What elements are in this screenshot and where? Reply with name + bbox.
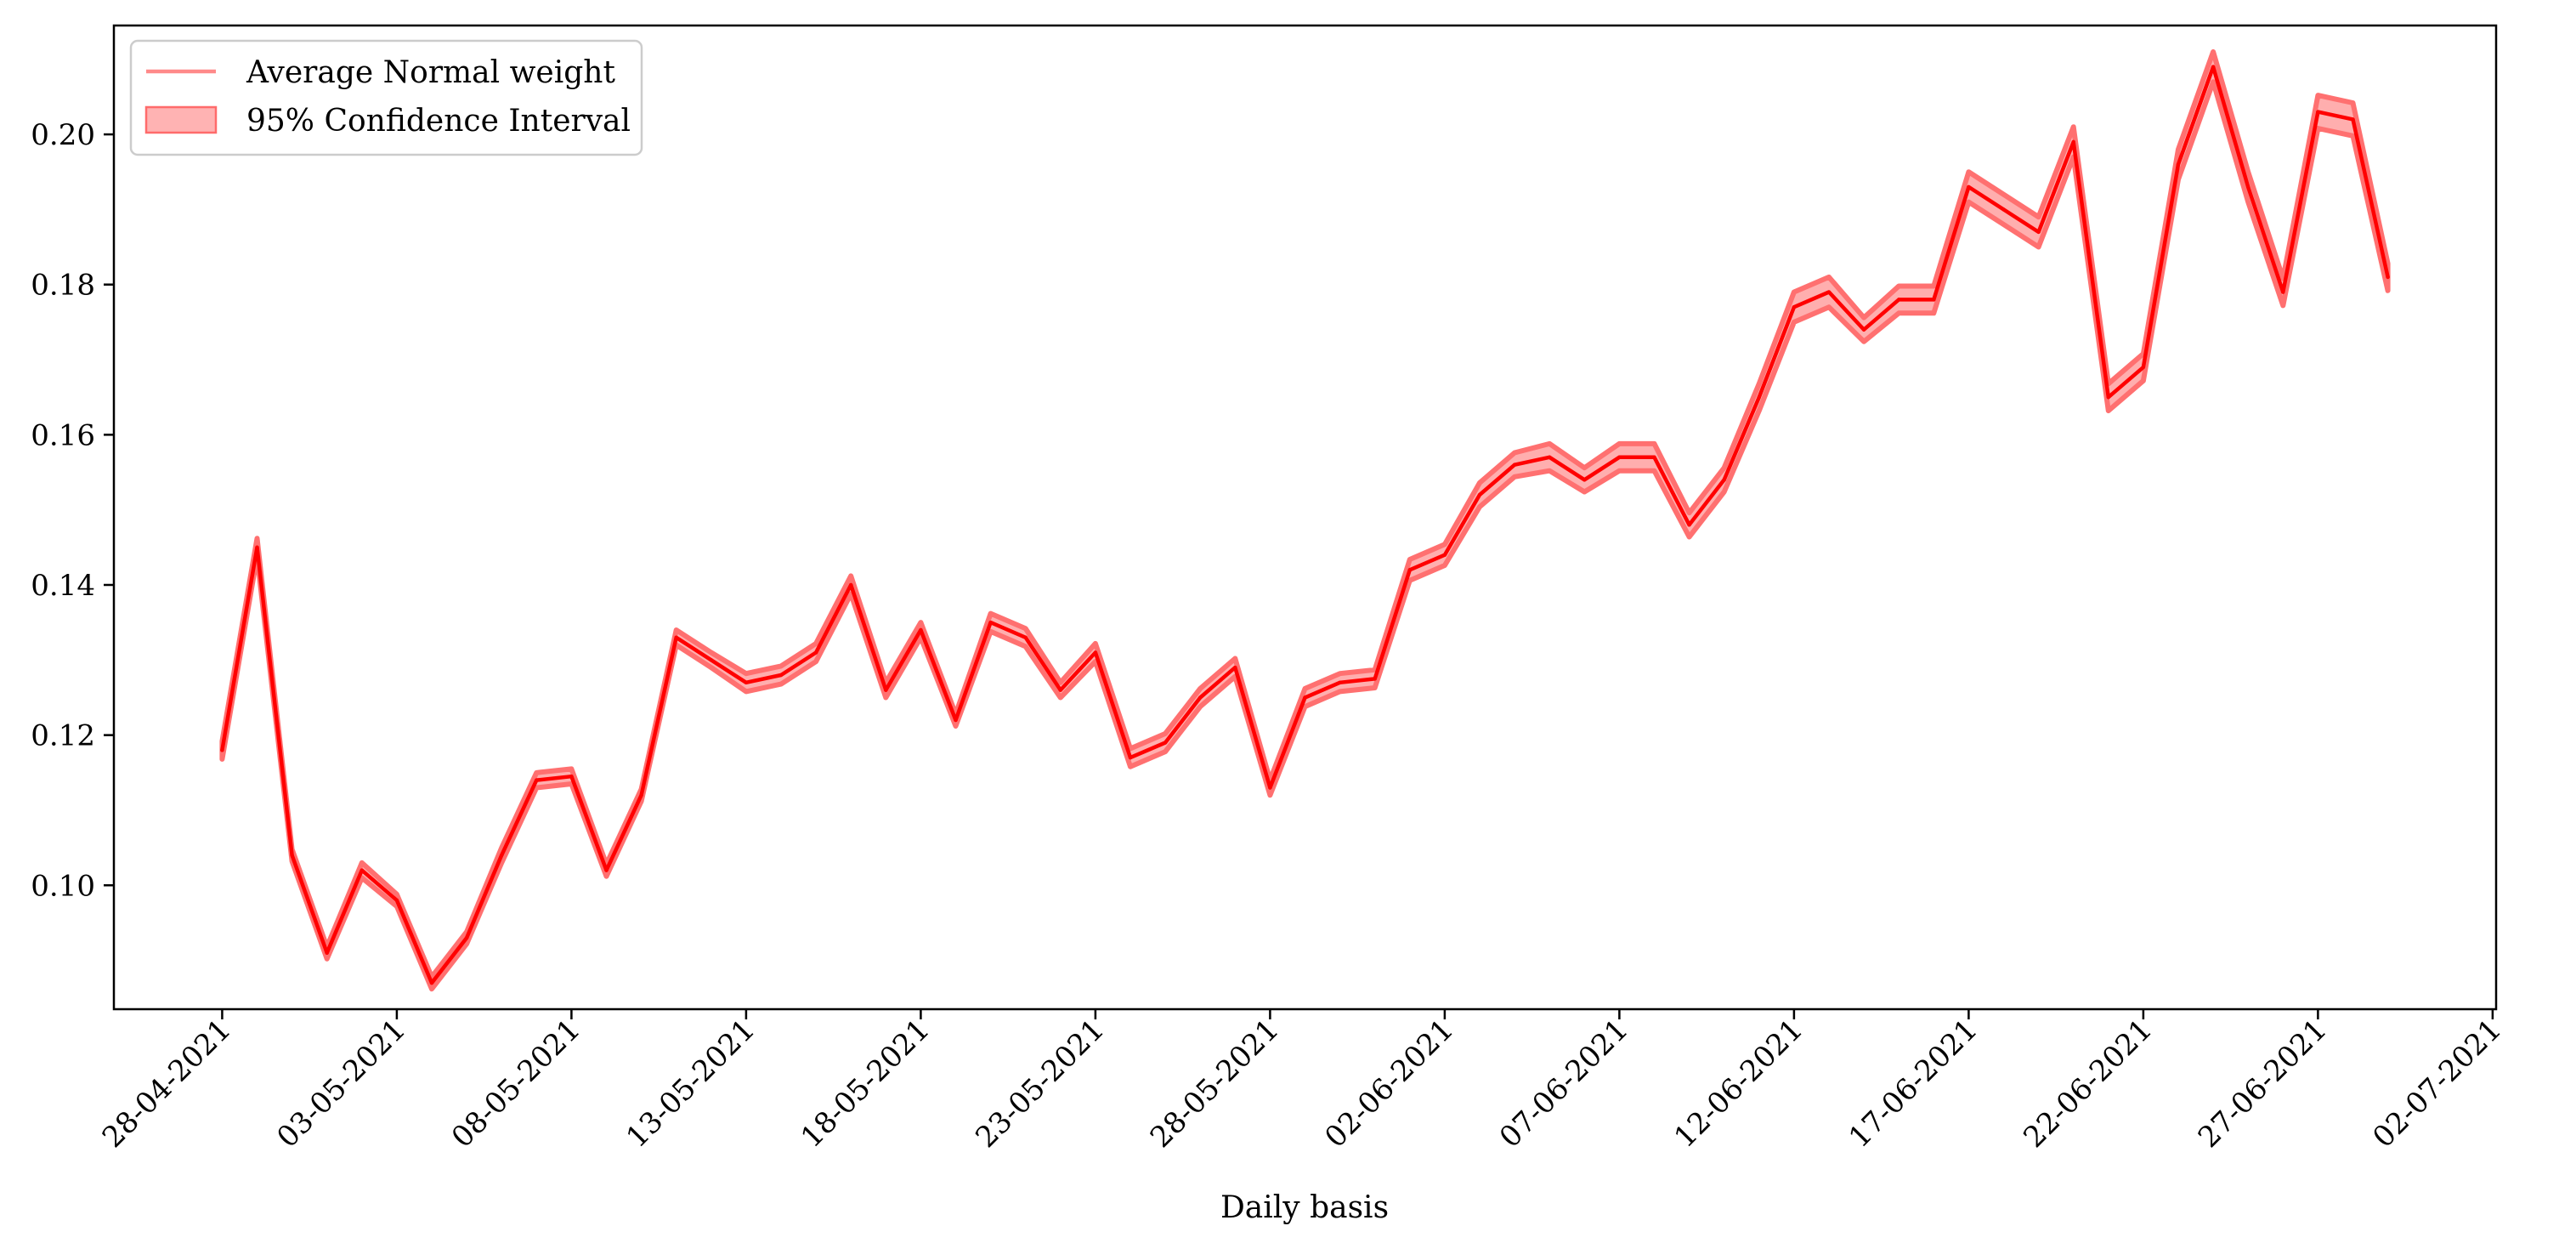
- legend-label-ci: 95% Confidence Interval: [246, 104, 631, 139]
- data-point: [1757, 394, 1761, 400]
- x-tick-label: 22-06-2021: [2017, 1013, 2159, 1155]
- x-tick-label: 08-05-2021: [445, 1013, 587, 1155]
- data-point: [325, 951, 329, 955]
- y-tick-label: 0.16: [31, 418, 95, 452]
- data-point: [2386, 275, 2390, 280]
- data-point: [778, 673, 784, 678]
- x-tick-label: 28-05-2021: [1144, 1013, 1286, 1155]
- x-tick-label: 07-06-2021: [1493, 1013, 1635, 1155]
- data-point: [1058, 688, 1063, 692]
- data-point: [1442, 553, 1447, 557]
- data-point: [954, 718, 958, 723]
- data-point: [1617, 455, 1622, 460]
- data-point: [535, 778, 539, 782]
- data-point: [1163, 741, 1168, 745]
- data-point: [2141, 365, 2146, 370]
- x-tick-label: 18-05-2021: [795, 1013, 937, 1155]
- x-tick-label: 02-06-2021: [1318, 1013, 1460, 1155]
- data-point: [2211, 65, 2216, 69]
- y-tick-label: 0.14: [31, 569, 95, 603]
- data-point: [1477, 492, 1482, 497]
- x-axis-label: Daily basis: [1220, 1190, 1389, 1225]
- data-point: [813, 650, 818, 655]
- y-tick-label: 0.20: [31, 118, 95, 152]
- data-point: [2036, 230, 2041, 235]
- data-point: [290, 853, 294, 858]
- confidence-band: [219, 48, 2391, 992]
- data-point: [1826, 290, 1832, 294]
- data-point: [1407, 568, 1412, 572]
- data-point: [394, 898, 399, 903]
- data-point: [569, 775, 574, 779]
- data-point: [744, 680, 749, 685]
- data-point: [1792, 305, 1797, 309]
- plot-frame: [112, 24, 2498, 1011]
- data-point: [1198, 695, 1203, 700]
- data-point: [2245, 184, 2250, 190]
- data-point: [255, 545, 259, 550]
- data-point: [604, 868, 609, 872]
- data-point: [1128, 755, 1133, 760]
- data-point: [2001, 207, 2006, 212]
- data-point: [1303, 695, 1307, 700]
- x-tick-label: 12-06-2021: [1667, 1013, 1809, 1155]
- data-point: [1932, 298, 1936, 302]
- x-tick-label: 13-05-2021: [620, 1013, 761, 1155]
- data-point: [429, 980, 434, 985]
- data-point: [1093, 650, 1098, 655]
- legend: Average Normal weight 95% Confidence Int…: [129, 39, 643, 156]
- data-point: [464, 935, 469, 940]
- x-tick-label: 03-05-2021: [270, 1013, 412, 1155]
- data-point: [500, 853, 504, 858]
- data-point: [884, 688, 888, 692]
- data-point: [2071, 139, 2075, 145]
- y-tick-label: 0.18: [31, 269, 95, 303]
- data-point: [1967, 184, 1971, 190]
- data-point: [2106, 394, 2110, 400]
- data-point: [2176, 162, 2181, 167]
- x-tick-label: 27-06-2021: [2192, 1013, 2334, 1155]
- data-point: [2281, 290, 2285, 294]
- x-tick-label: 02-07-2021: [2366, 1013, 2508, 1155]
- data-point: [2351, 117, 2355, 122]
- data-point: [709, 658, 714, 662]
- data-point: [1512, 463, 1517, 467]
- y-tick-label: 0.12: [31, 719, 95, 753]
- data-point: [2316, 110, 2320, 114]
- data-point: [1687, 523, 1691, 527]
- data-point: [1652, 455, 1656, 460]
- data-point: [1373, 677, 1377, 681]
- legend-box: [129, 39, 643, 156]
- data-point: [1896, 298, 1901, 302]
- legend-band-swatch: [144, 105, 218, 134]
- data-point: [674, 635, 678, 640]
- data-point: [1268, 786, 1272, 790]
- data-point: [1722, 478, 1726, 482]
- x-tick-label: 17-06-2021: [1843, 1013, 1984, 1155]
- data-point: [1338, 680, 1342, 685]
- data-point: [1861, 327, 1866, 332]
- data-point: [988, 620, 993, 625]
- data-point: [1233, 665, 1237, 670]
- data-point: [1023, 635, 1028, 640]
- y-tick-label: 0.10: [31, 869, 95, 903]
- legend-label-average: Average Normal weight: [246, 55, 615, 90]
- x-tick-label: 23-05-2021: [969, 1013, 1111, 1155]
- data-point: [849, 582, 853, 587]
- plot-background: [114, 26, 2496, 1009]
- data-point: [220, 748, 224, 752]
- data-point: [1547, 455, 1552, 460]
- data-point: [919, 627, 923, 633]
- x-tick-label: 28-04-2021: [96, 1013, 238, 1155]
- data-point: [639, 793, 643, 797]
- data-point: [360, 868, 365, 872]
- data-point: [1582, 478, 1587, 482]
